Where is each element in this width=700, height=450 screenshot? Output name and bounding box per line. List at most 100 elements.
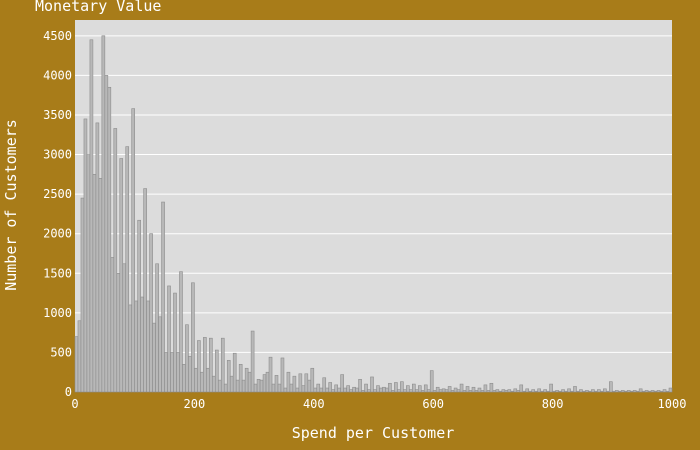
histogram-bar (334, 384, 338, 393)
histogram-bar (212, 375, 216, 393)
histogram-bar (214, 349, 219, 393)
y-tick-label: 4500 (43, 29, 72, 43)
histogram-bar (209, 337, 213, 393)
histogram-bar (331, 389, 335, 393)
histogram-bar (77, 320, 82, 393)
histogram-bar (495, 389, 500, 393)
histogram-bar (638, 388, 643, 393)
histogram-bar (253, 383, 258, 393)
histogram-bar (244, 367, 249, 393)
histogram-bar (328, 382, 333, 393)
histogram-bar (468, 390, 473, 393)
x-tick-label: 200 (184, 397, 206, 411)
histogram-bar (611, 390, 616, 393)
x-tick-label: 600 (422, 397, 444, 411)
histogram-bar (241, 379, 246, 393)
histogram-bar (164, 352, 168, 393)
histogram-bar (417, 385, 422, 393)
histogram-bar (122, 263, 127, 393)
y-tick-label: 3000 (43, 148, 72, 162)
histogram-bar (107, 86, 112, 393)
histogram-bar (474, 390, 479, 393)
histogram-bar (585, 390, 589, 393)
histogram-bar (292, 375, 297, 393)
histogram-bar (161, 201, 165, 393)
histogram-bar (170, 352, 174, 393)
histogram-bar (573, 386, 577, 393)
histogram-bar (662, 389, 667, 393)
histogram-bar (609, 381, 613, 393)
histogram-bar (256, 379, 261, 393)
histogram-bar (247, 371, 252, 393)
histogram-bar (555, 390, 559, 393)
histogram-bar (235, 379, 240, 393)
chart-title: Monetary Value (35, 0, 161, 15)
x-tick-label: 0 (71, 397, 78, 411)
histogram-bar (289, 383, 294, 393)
histogram-bar (543, 389, 547, 393)
y-tick-label: 4000 (43, 68, 72, 82)
histogram-bar (182, 363, 186, 393)
y-tick-label: 500 (50, 345, 72, 359)
histogram-bar (337, 387, 341, 393)
histogram-bar (280, 357, 285, 393)
y-axis-ticks: 0 500 1000 1500 2000 2500 3000 3500 4000 4500 (43, 29, 72, 399)
histogram-bar (558, 390, 562, 393)
histogram-bar (89, 39, 94, 393)
histogram-bar (370, 376, 374, 393)
histogram-bar (641, 390, 646, 393)
histogram-bar (229, 375, 234, 393)
histogram-bar (406, 385, 410, 393)
histogram-bar (397, 389, 401, 393)
y-axis-title: Number of Customers (2, 119, 20, 291)
histogram-bar (528, 390, 533, 393)
bars (74, 35, 673, 393)
histogram-bar (310, 367, 315, 393)
histogram-bar (656, 390, 661, 393)
histogram-bar (606, 390, 610, 393)
histogram-bar (486, 390, 491, 393)
histogram-bar (125, 146, 130, 393)
histogram-bar (403, 389, 407, 393)
histogram-bar (492, 390, 497, 393)
histogram-bar (579, 389, 583, 393)
histogram-bar (537, 388, 541, 393)
histogram-bar (146, 300, 150, 393)
x-tick-label: 800 (542, 397, 564, 411)
histogram-bar (650, 390, 655, 393)
histogram-bar (501, 389, 506, 393)
histogram-bar (429, 370, 434, 393)
histogram-bar (534, 390, 538, 393)
histogram-bar (647, 390, 652, 393)
histogram-bar (152, 322, 156, 393)
histogram-bar (447, 386, 452, 393)
histogram-bar (435, 386, 440, 393)
histogram-bar (113, 128, 118, 393)
histogram-bar (376, 385, 380, 393)
histogram-bar (614, 390, 619, 393)
y-tick-label: 1500 (43, 266, 72, 280)
histogram-bar (576, 390, 580, 393)
histogram-bar (286, 371, 291, 393)
histogram-bar (450, 390, 455, 393)
histogram-bar (83, 118, 88, 393)
x-axis-title: Spend per Customer (292, 424, 455, 442)
histogram-bar (140, 296, 144, 393)
histogram-bar (74, 336, 79, 393)
histogram-bar (594, 390, 598, 393)
histogram-bar (373, 389, 377, 393)
histogram-bar (561, 389, 565, 393)
histogram-bar (301, 385, 306, 393)
histogram-bar (220, 337, 225, 393)
histogram-bar (194, 367, 198, 393)
histogram-bar (385, 387, 389, 393)
histogram-bar (322, 377, 327, 393)
histogram-bar (352, 386, 356, 393)
histogram-bar (567, 388, 571, 393)
histogram-bar (379, 387, 383, 393)
histogram-bar (268, 356, 273, 393)
histogram-bar (504, 390, 509, 393)
x-axis-ticks: 0 200 400 600 800 1000 (71, 397, 686, 411)
histogram-bar (552, 390, 556, 393)
histogram-bar (232, 352, 237, 393)
